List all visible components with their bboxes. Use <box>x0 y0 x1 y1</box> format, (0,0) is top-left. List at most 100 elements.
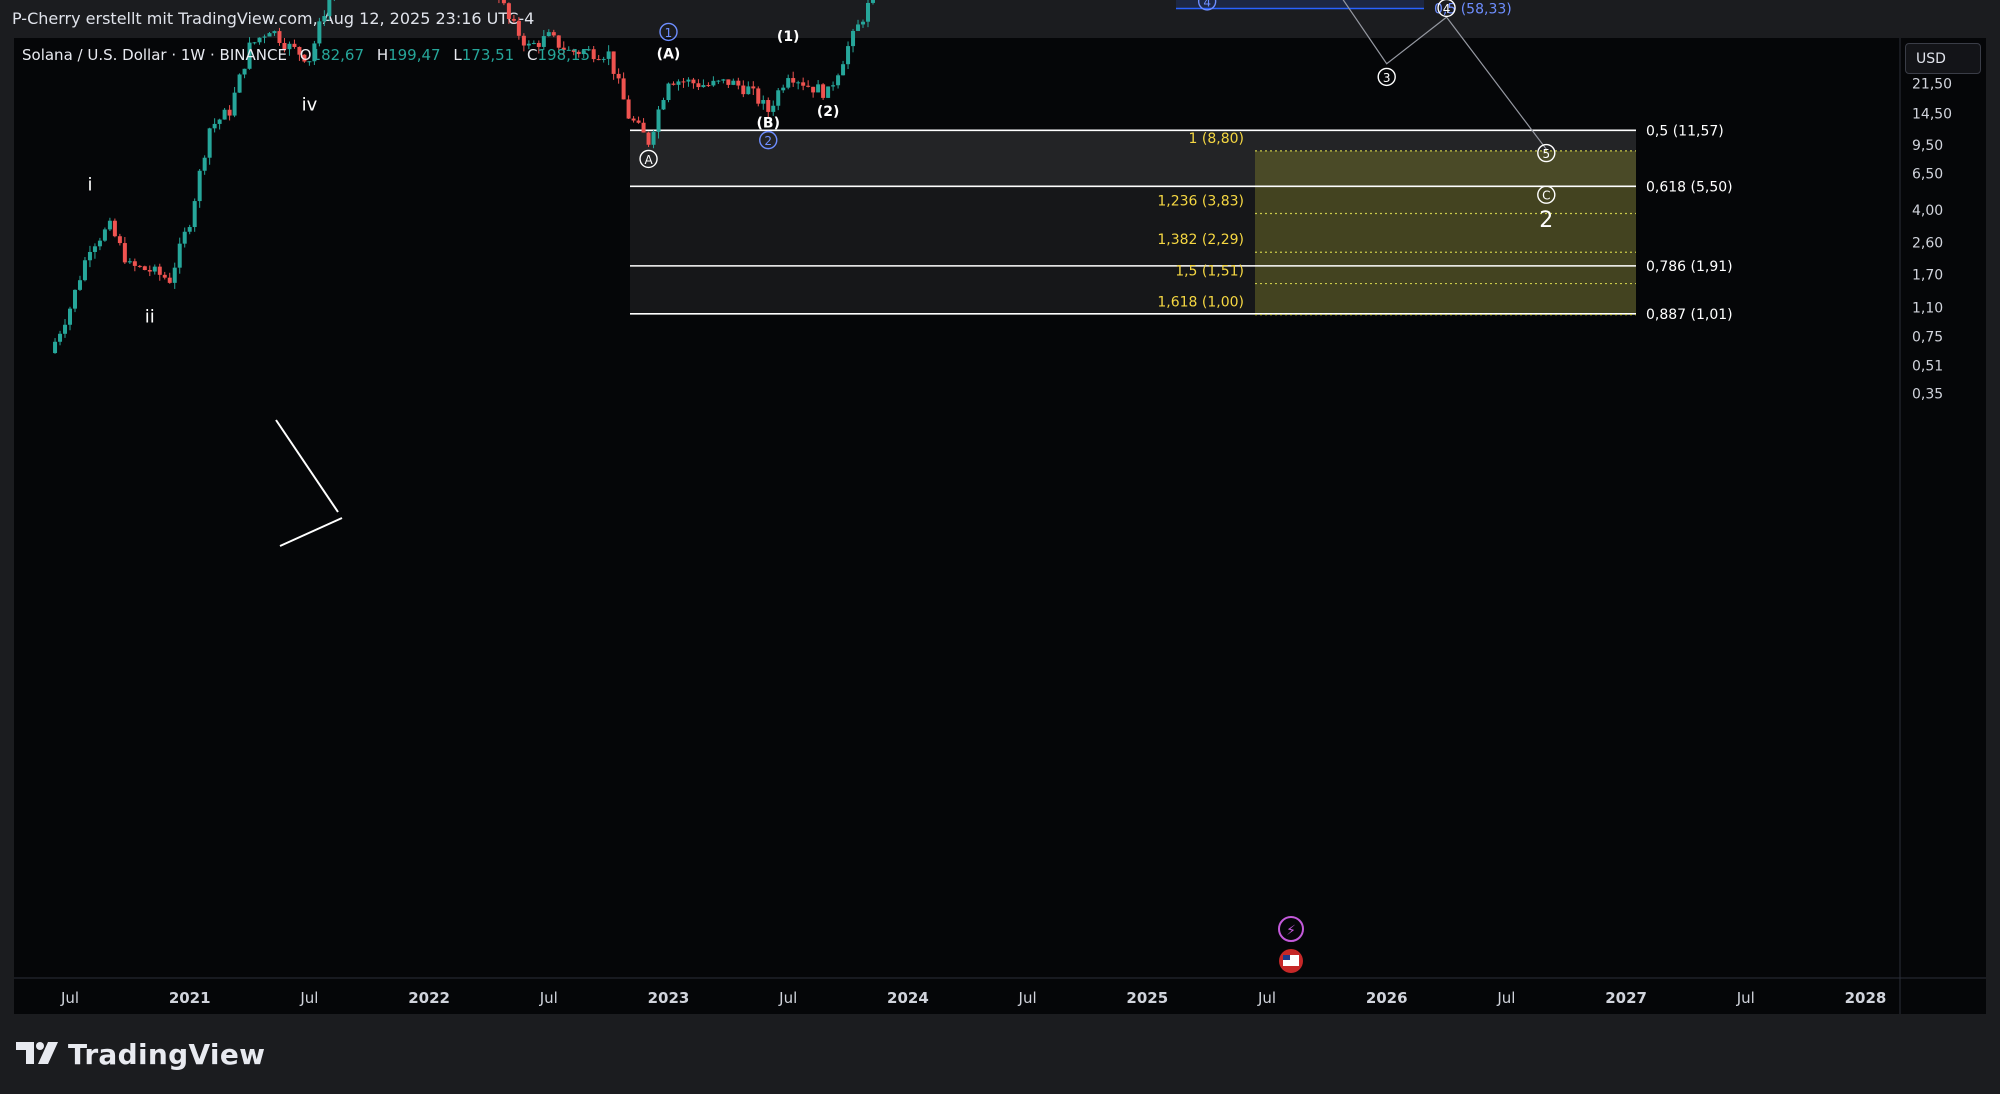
projection-path <box>1342 0 1547 150</box>
tradingview-logo-icon <box>16 1038 60 1071</box>
candle <box>746 86 751 95</box>
price-axis-label-13: 6,50 <box>1912 167 1943 183</box>
candle <box>187 227 192 232</box>
candle <box>287 43 292 50</box>
wave-label-10-ring <box>759 130 778 150</box>
price-axis-label-19: 0,51 <box>1912 358 1943 374</box>
open-value: 182,67 <box>311 46 365 64</box>
candle <box>272 31 277 34</box>
top-bar: P-Cherry erstellt mit TradingView.com, A… <box>0 0 2000 38</box>
candle <box>137 265 142 267</box>
candle <box>172 267 177 283</box>
us-flag-stripes <box>1283 955 1299 966</box>
candle <box>591 49 596 60</box>
candle <box>327 0 332 17</box>
footer-bar <box>0 1014 2000 1094</box>
candle <box>312 43 317 62</box>
candle <box>696 83 701 88</box>
price-axis-label-18: 0,75 <box>1912 329 1943 345</box>
currency-button[interactable]: USD <box>1905 43 1981 74</box>
candle <box>282 42 287 50</box>
candle <box>631 118 636 121</box>
candle <box>691 79 696 84</box>
candle <box>711 80 716 86</box>
wave-label-31: C <box>1542 189 1550 203</box>
price-axis-label-14: 4,00 <box>1912 203 1943 219</box>
triangle-line-upper <box>275 419 339 513</box>
candle <box>63 324 68 334</box>
candle <box>142 266 147 271</box>
candle <box>776 90 781 106</box>
candle <box>801 82 806 86</box>
candle <box>831 85 836 87</box>
wave-label-3: iv <box>302 95 318 116</box>
candle <box>192 201 197 228</box>
time-axis-label-0: Jul <box>60 989 79 1007</box>
price-axis-label-10: 21,50 <box>1912 77 1952 93</box>
candle <box>726 79 731 85</box>
time-axis-label-14: Jul <box>1736 989 1755 1007</box>
candle <box>112 220 117 237</box>
time-axis-label-13: 2027 <box>1605 989 1647 1007</box>
candle <box>706 85 711 87</box>
candle <box>202 157 207 171</box>
lightning-icon <box>1278 916 1304 942</box>
candle <box>322 16 327 22</box>
candle <box>866 2 870 22</box>
price-axis-label-17: 1,10 <box>1912 300 1943 316</box>
wave-label-30-ring <box>1537 143 1556 163</box>
candle <box>82 260 87 281</box>
candle <box>716 80 721 82</box>
time-axis-label-5: 2023 <box>648 989 690 1007</box>
candle <box>766 100 771 112</box>
candle <box>92 246 97 252</box>
candle <box>656 109 661 132</box>
candle <box>551 32 556 36</box>
candle <box>267 33 272 37</box>
candle <box>786 78 791 88</box>
fib-label-11: 1,236 (3,83) <box>1157 194 1244 210</box>
candle <box>856 24 861 31</box>
fib-label-13: 1,5 (1,51) <box>1175 264 1244 280</box>
candle <box>736 80 741 86</box>
fib-label-7: 0,618 (5,50) <box>1646 179 1733 195</box>
candle <box>297 46 302 55</box>
open-label: O <box>299 46 312 64</box>
candle <box>661 100 666 110</box>
tradingview-logo[interactable]: TradingView <box>16 1038 265 1071</box>
wave-label-30: 5 <box>1542 147 1550 161</box>
candle <box>257 37 262 43</box>
candle <box>611 51 616 74</box>
candle <box>122 243 127 263</box>
symbol-name[interactable]: Solana / U.S. Dollar · 1W · BINANCE <box>22 46 287 64</box>
candle <box>616 73 621 79</box>
wave-label-7: (A) <box>657 47 681 63</box>
time-axis-label-7: 2024 <box>887 989 929 1007</box>
candle <box>536 42 541 47</box>
candle <box>302 54 307 62</box>
candle <box>626 99 631 119</box>
time-axis-label-4: Jul <box>539 989 558 1007</box>
candle <box>671 83 676 85</box>
candle <box>117 236 122 244</box>
wave-label-28: 4 <box>1443 2 1451 16</box>
close-value: 198,15 <box>537 46 591 64</box>
candle <box>247 42 252 69</box>
candle <box>147 270 152 272</box>
candle <box>666 83 671 101</box>
candle <box>771 105 776 112</box>
candle <box>686 79 691 82</box>
wave-label-11: (1) <box>777 29 800 45</box>
candle <box>556 35 561 48</box>
time-axis-label-10: Jul <box>1257 989 1276 1007</box>
retrace-zone <box>1176 0 1424 9</box>
candle <box>641 122 646 133</box>
candle <box>222 109 227 120</box>
chart-area[interactable] <box>14 38 1986 1014</box>
candle <box>58 333 63 342</box>
candle <box>561 47 566 50</box>
chart-attribution: P-Cherry erstellt mit TradingView.com, A… <box>12 9 535 28</box>
candle <box>227 109 232 116</box>
candle <box>152 266 157 272</box>
